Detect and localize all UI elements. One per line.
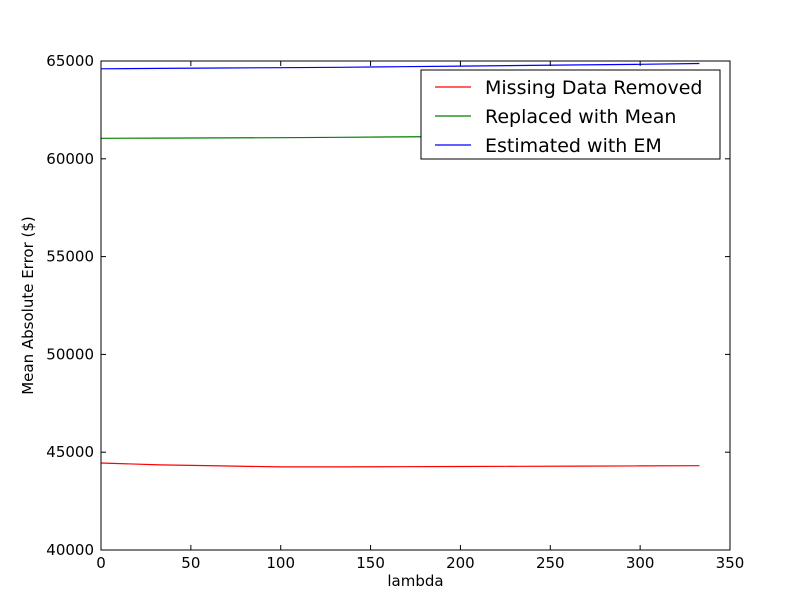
x-tick-label: 350: [716, 554, 745, 572]
legend-label-2: Replaced with Mean: [485, 106, 676, 128]
y-tick-label: 45000: [46, 443, 94, 461]
x-tick-label: 300: [626, 554, 655, 572]
x-tick-label: 200: [446, 554, 475, 572]
plot-frame: [100, 60, 731, 551]
x-axis-label: lambda: [387, 572, 443, 590]
y-axis-label: Mean Absolute Error ($): [19, 216, 37, 395]
legend-label-3: Estimated with EM: [485, 135, 662, 157]
legend-label-1: Missing Data Removed: [485, 77, 702, 99]
legend: Missing Data Removed Replaced with Mean Es…: [420, 69, 721, 160]
y-tick-label: 50000: [46, 345, 94, 363]
series-line-3: [100, 62, 700, 70]
y-tick-label: 40000: [46, 541, 94, 559]
x-tick-label: 50: [181, 554, 200, 572]
x-tick-label: 250: [536, 554, 565, 572]
legend-box: [420, 69, 721, 160]
series-line-1: [100, 462, 700, 468]
x-tick-label: 100: [266, 554, 295, 572]
x-tick-label: 0: [96, 554, 106, 572]
x-tick-label: 150: [356, 554, 385, 572]
ticks-layer: 0 50 100 150 200 250 300 350 40000 45000 50000 5500…: [46, 52, 744, 572]
y-tick-label: 55000: [46, 248, 94, 266]
y-tick-label: 60000: [46, 150, 94, 168]
y-tick-label: 65000: [46, 52, 94, 70]
